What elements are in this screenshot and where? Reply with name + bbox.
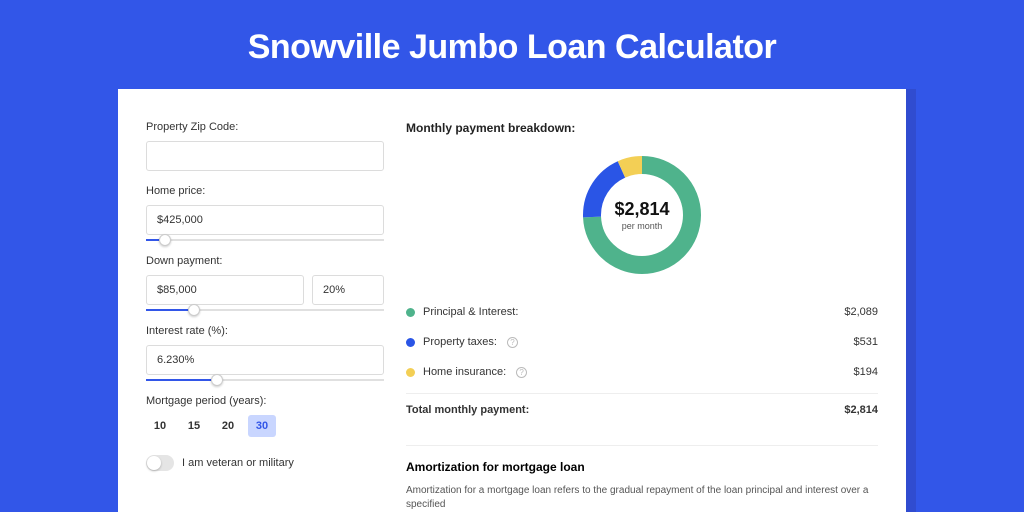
down-payment-percent-input[interactable] xyxy=(312,275,384,305)
legend-value: $194 xyxy=(854,366,878,378)
total-value: $2,814 xyxy=(844,404,878,416)
zip-label: Property Zip Code: xyxy=(146,121,384,133)
down-payment-label: Down payment: xyxy=(146,255,384,267)
donut-sub: per month xyxy=(622,221,663,231)
legend-row-property_taxes: Property taxes:? $531 xyxy=(406,327,878,357)
legend-label: Home insurance: xyxy=(423,366,506,378)
period-option-15[interactable]: 15 xyxy=(180,415,208,437)
legend-value: $2,089 xyxy=(844,306,878,318)
slider-thumb[interactable] xyxy=(188,304,200,316)
donut-amount: $2,814 xyxy=(614,199,669,220)
veteran-row: I am veteran or military xyxy=(146,455,384,471)
period-label: Mortgage period (years): xyxy=(146,395,384,407)
down-payment-amount-input[interactable] xyxy=(146,275,304,305)
veteran-label: I am veteran or military xyxy=(182,457,294,469)
total-row: Total monthly payment: $2,814 xyxy=(406,393,878,425)
total-label: Total monthly payment: xyxy=(406,404,529,416)
interest-rate-slider[interactable] xyxy=(146,379,384,381)
down-payment-slider[interactable] xyxy=(146,309,384,311)
donut-center: $2,814 per month xyxy=(578,151,706,279)
home-price-slider[interactable] xyxy=(146,239,384,241)
slider-fill xyxy=(146,309,194,311)
interest-rate-input[interactable] xyxy=(146,345,384,375)
legend-dot xyxy=(406,338,415,347)
down-payment-field: Down payment: xyxy=(146,255,384,311)
legend-value: $531 xyxy=(854,336,878,348)
period-option-20[interactable]: 20 xyxy=(214,415,242,437)
zip-input[interactable] xyxy=(146,141,384,171)
form-column: Property Zip Code: Home price: Down paym… xyxy=(146,121,384,512)
calculator-card: Property Zip Code: Home price: Down paym… xyxy=(118,89,906,512)
info-icon[interactable]: ? xyxy=(516,367,527,378)
legend-label: Principal & Interest: xyxy=(423,306,518,318)
legend-dot xyxy=(406,308,415,317)
amortization-heading: Amortization for mortgage loan xyxy=(406,460,878,474)
period-option-30[interactable]: 30 xyxy=(248,415,276,437)
breakdown-column: Monthly payment breakdown: $2,814 per mo… xyxy=(406,121,878,512)
page-title: Snowville Jumbo Loan Calculator xyxy=(0,0,1024,89)
interest-rate-field: Interest rate (%): xyxy=(146,325,384,381)
slider-fill xyxy=(146,379,217,381)
period-options: 10 15 20 30 xyxy=(146,415,384,437)
legend-dot xyxy=(406,368,415,377)
legend-label: Property taxes: xyxy=(423,336,497,348)
donut-wrap: $2,814 per month xyxy=(406,147,878,297)
legend: Principal & Interest: $2,089 Property taxe… xyxy=(406,297,878,387)
home-price-field: Home price: xyxy=(146,185,384,241)
period-option-10[interactable]: 10 xyxy=(146,415,174,437)
period-field: Mortgage period (years): 10 15 20 30 xyxy=(146,395,384,437)
amortization-text: Amortization for a mortgage loan refers … xyxy=(406,484,878,512)
home-price-input[interactable] xyxy=(146,205,384,235)
veteran-toggle[interactable] xyxy=(146,455,174,471)
info-icon[interactable]: ? xyxy=(507,337,518,348)
legend-row-principal_interest: Principal & Interest: $2,089 xyxy=(406,297,878,327)
breakdown-heading: Monthly payment breakdown: xyxy=(406,121,878,135)
donut-chart: $2,814 per month xyxy=(578,151,706,279)
slider-thumb[interactable] xyxy=(159,234,171,246)
home-price-label: Home price: xyxy=(146,185,384,197)
amortization-section: Amortization for mortgage loan Amortizat… xyxy=(406,445,878,512)
zip-field: Property Zip Code: xyxy=(146,121,384,171)
slider-thumb[interactable] xyxy=(211,374,223,386)
interest-rate-label: Interest rate (%): xyxy=(146,325,384,337)
legend-row-home_insurance: Home insurance:? $194 xyxy=(406,357,878,387)
